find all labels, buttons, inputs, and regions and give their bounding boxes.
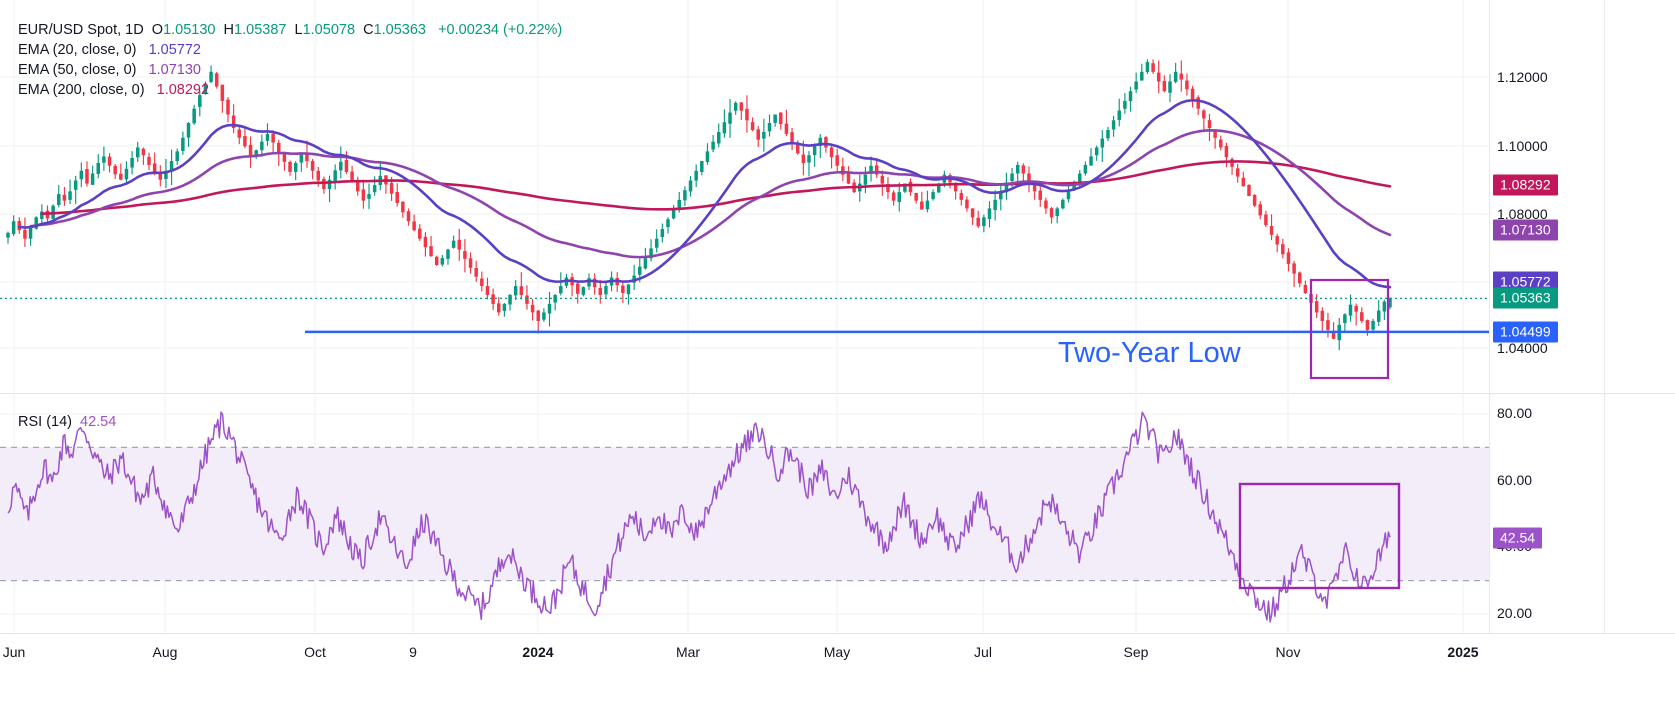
rsi-axis-tick: 80.00 bbox=[1497, 405, 1533, 421]
price-axis-divider bbox=[1489, 0, 1490, 633]
rsi-axis-tick: 20.00 bbox=[1497, 605, 1533, 621]
candlesticks bbox=[6, 59, 1392, 351]
ema20-price-badge[interactable]: 1.05772 bbox=[1493, 271, 1558, 293]
last-price-badge[interactable]: 1.05363 bbox=[1493, 287, 1558, 309]
time-axis-tick: Aug bbox=[152, 644, 178, 660]
time-axis-tick: 2025 bbox=[1447, 644, 1479, 660]
time-axis-tick: Sep bbox=[1123, 644, 1149, 660]
time-axis-tick: 2024 bbox=[522, 644, 554, 660]
rsi-indicator-pane[interactable] bbox=[0, 393, 1675, 633]
price-axis-tick: 1.12000 bbox=[1497, 69, 1548, 85]
ema50-price-badge[interactable]: 1.07130 bbox=[1493, 219, 1558, 241]
ema50-line bbox=[29, 129, 1392, 259]
time-axis-tick: Jul bbox=[974, 644, 992, 660]
time-axis-tick: Nov bbox=[1275, 644, 1301, 660]
rsi-value-badge[interactable]: 42.54 bbox=[1493, 527, 1543, 549]
rsi-band bbox=[0, 447, 1489, 581]
time-axis-tick: Jun bbox=[2, 644, 26, 660]
support-price-badge[interactable]: 1.04499 bbox=[1493, 321, 1558, 343]
price-axis-tick: 1.08000 bbox=[1497, 206, 1548, 222]
price-highlight-box bbox=[1309, 278, 1390, 380]
footer: TradingView bbox=[0, 673, 1675, 718]
rsi-label[interactable]: RSI (14) bbox=[18, 414, 72, 430]
price-axis-tick: 1.04000 bbox=[1497, 340, 1548, 356]
rsi-value: 42.54 bbox=[80, 414, 117, 430]
ema20-line bbox=[17, 98, 1392, 289]
price-chart-canvas[interactable] bbox=[0, 0, 1675, 392]
time-axis-tick: May bbox=[823, 644, 851, 660]
ema200-price-badge[interactable]: 1.08292 bbox=[1493, 174, 1558, 196]
time-axis[interactable]: Jun Aug Oct 9 2024 Mar May Jul Sep Nov 2025 bbox=[0, 633, 1675, 673]
time-axis-tick: Oct bbox=[304, 644, 326, 660]
rsi-legend: RSI (14) 42.54 bbox=[18, 412, 116, 432]
time-axis-tick: 9 bbox=[409, 644, 417, 660]
price-axis-tick: 1.10000 bbox=[1497, 138, 1548, 154]
rsi-highlight-box bbox=[1238, 482, 1401, 590]
price-chart-pane[interactable] bbox=[0, 0, 1675, 392]
rsi-chart-canvas[interactable] bbox=[0, 394, 1675, 633]
time-axis-tick: Mar bbox=[675, 644, 701, 660]
rsi-line bbox=[7, 411, 1391, 623]
two-year-low-annotation[interactable]: Two-Year Low bbox=[1058, 337, 1241, 369]
outer-axis-divider bbox=[1604, 0, 1605, 633]
rsi-axis-tick: 60.00 bbox=[1497, 471, 1533, 488]
